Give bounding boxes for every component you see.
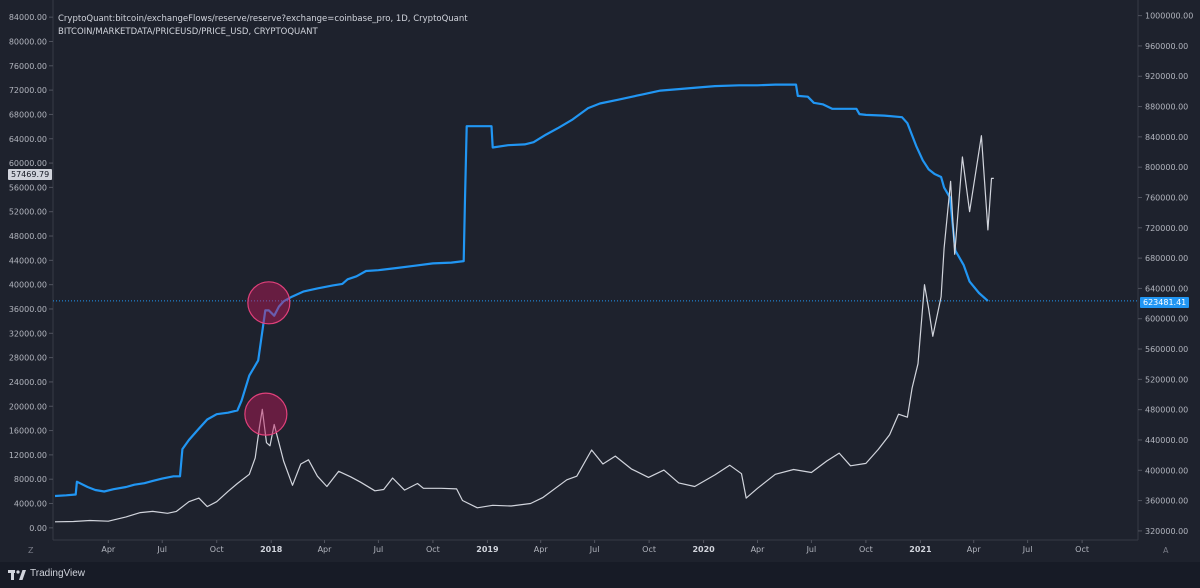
time-axis-tick-label: Jul (1022, 545, 1033, 554)
time-axis-tick-label: Apr (967, 545, 982, 554)
left-corner-marker[interactable]: Z (28, 546, 34, 555)
right-axis-tick-label: 640000.00 (1145, 284, 1188, 293)
tradingview-brand[interactable]: TradingView (30, 568, 86, 579)
auto-scale-button[interactable]: A (1163, 546, 1169, 555)
right-axis-tick-label: 760000.00 (1145, 193, 1188, 202)
time-axis-tick-label: 2020 (692, 545, 715, 554)
left-axis-tick-label: 24000.00 (9, 378, 47, 387)
price-last-value-tag: 57469.79 (8, 169, 53, 180)
left-axis-tick-label: 16000.00 (9, 427, 47, 436)
left-axis-tick-label: 76000.00 (9, 62, 47, 71)
time-axis-tick-label: Apr (101, 545, 116, 554)
right-axis-tick-label: 360000.00 (1145, 497, 1188, 506)
left-axis-tick-label: 64000.00 (9, 135, 47, 144)
time-axis-tick-label: Oct (642, 545, 656, 554)
time-axis-tick-label: Jul (373, 545, 384, 554)
right-axis-tick-label: 560000.00 (1145, 345, 1188, 354)
left-axis-tick-label: 28000.00 (9, 354, 47, 363)
time-axis-tick-label: Oct (859, 545, 873, 554)
left-axis-tick-label: 48000.00 (9, 232, 47, 241)
time-axis-tick-label: Jul (589, 545, 600, 554)
right-axis-tick-label: 920000.00 (1145, 72, 1188, 81)
left-axis: 0.00 4000.00 8000.00 12000.00 16000.00 20000.… (9, 0, 54, 540)
right-axis-tick-label: 720000.00 (1145, 224, 1188, 233)
footer-bar: TradingView (0, 562, 1200, 588)
time-axis: Apr Jul Oct 2018 Apr Jul Oct 2019 Apr Jul Oct 2020 A… (53, 539, 1138, 554)
price-series-line (54, 135, 994, 523)
right-axis-tick-label: 600000.00 (1145, 315, 1188, 324)
price-series-title[interactable]: BITCOIN/MARKETDATA/PRICEUSD/PRICE_USD, C… (58, 27, 318, 37)
time-axis-tick-label: Apr (751, 545, 766, 554)
reserve-series-title[interactable]: CryptoQuant:bitcoin/exchangeFlows/reserv… (58, 14, 468, 24)
tradingview-logo-icon (8, 570, 26, 580)
time-axis-tick-label: Jul (806, 545, 817, 554)
left-axis-tick-label: 0.00 (29, 524, 47, 533)
right-axis-tick-label: 960000.00 (1145, 42, 1188, 51)
reserve-last-value-tag: 623481.41 (1140, 297, 1190, 308)
time-axis-tick-label: 2018 (260, 545, 283, 554)
right-axis: 320000.00 360000.00 400000.00 440000.00 4800… (1137, 0, 1193, 540)
time-axis-tick-label: Oct (1075, 545, 1089, 554)
right-axis-tick-label: 480000.00 (1145, 406, 1188, 415)
time-axis-tick-label: Jul (156, 545, 167, 554)
left-axis-tick-label: 72000.00 (9, 86, 47, 95)
right-axis-tick-label: 320000.00 (1145, 527, 1188, 536)
time-axis-tick-label: Apr (534, 545, 549, 554)
right-axis-tick-label: 1000000.00 (1145, 12, 1193, 21)
left-axis-tick-label: 12000.00 (9, 451, 47, 460)
time-axis-tick-label: 2019 (476, 545, 499, 554)
right-axis-tick-label: 680000.00 (1145, 254, 1188, 263)
right-axis-tick-label: 840000.00 (1145, 133, 1188, 142)
left-axis-tick-label: 68000.00 (9, 110, 47, 119)
right-axis-tick-label: 440000.00 (1145, 436, 1188, 445)
left-axis-tick-label: 4000.00 (14, 500, 47, 509)
series-layer (54, 83, 994, 523)
right-axis-tick-label: 880000.00 (1145, 103, 1188, 112)
left-axis-tick-label: 20000.00 (9, 402, 47, 411)
reserve-series-line (54, 83, 989, 498)
price-highlight-circle (244, 392, 288, 436)
left-axis-tick-label: 8000.00 (14, 475, 47, 484)
right-axis-tick-label: 520000.00 (1145, 375, 1188, 384)
left-axis-tick-label: 60000.00 (9, 159, 47, 168)
time-axis-tick-label: Oct (426, 545, 440, 554)
left-axis-tick-label: 44000.00 (9, 256, 47, 265)
time-axis-tick-label: 2021 (909, 545, 932, 554)
right-axis-tick-label: 800000.00 (1145, 163, 1188, 172)
left-axis-tick-label: 80000.00 (9, 37, 47, 46)
time-axis-tick-label: Apr (318, 545, 333, 554)
left-axis-tick-label: 56000.00 (9, 183, 47, 192)
left-axis-tick-label: 36000.00 (9, 305, 47, 314)
time-axis-tick-label: Oct (210, 545, 224, 554)
left-axis-tick-label: 84000.00 (9, 13, 47, 22)
right-axis-tick-label: 400000.00 (1145, 466, 1188, 475)
left-axis-tick-label: 40000.00 (9, 281, 47, 290)
left-axis-tick-label: 52000.00 (9, 208, 47, 217)
annotation-layer (244, 281, 291, 436)
reserve-highlight-circle (247, 281, 291, 325)
left-axis-tick-label: 32000.00 (9, 329, 47, 338)
